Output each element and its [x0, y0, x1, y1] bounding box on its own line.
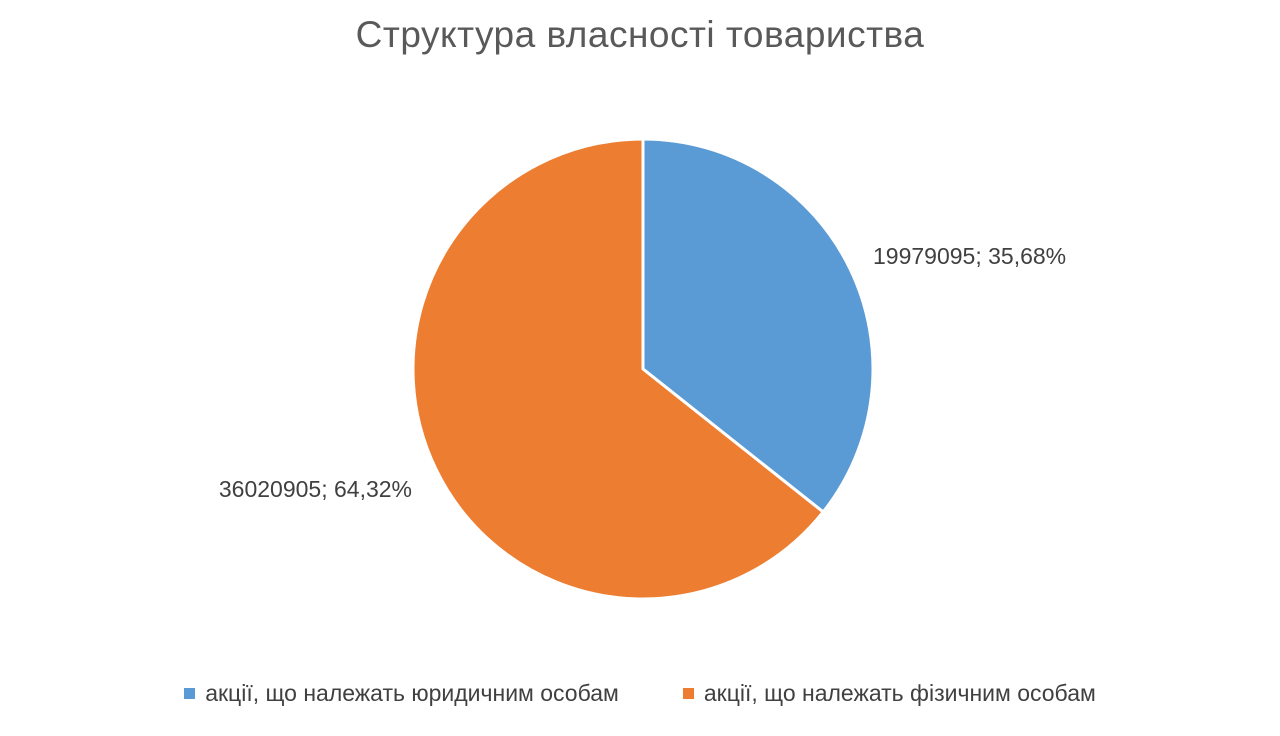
pie-slices [411, 137, 875, 601]
legend-swatch-individuals [682, 688, 694, 699]
legend-label-legal-entities: акції, що належать юридичним особам [205, 680, 619, 706]
legend-item-individuals: акції, що належать фізичним особам [682, 680, 1096, 707]
data-labels: 19979095; 35,68% 36020905; 64,32% [219, 243, 1066, 502]
legend-item-legal-entities: акції, що належать юридичним особам [184, 680, 619, 707]
chart-title: Структура власності товариства [355, 14, 925, 55]
legend-label-individuals: акції, що належать фізичним особам [703, 680, 1096, 706]
data-label-individuals: 36020905; 64,32% [219, 476, 412, 502]
legend: акції, що належать юридичним особам акці… [0, 680, 1280, 707]
legend-swatch-legal-entities [184, 688, 196, 699]
data-label-legal-entities: 19979095; 35,68% [873, 243, 1066, 269]
pie-slice-individuals [411, 137, 825, 601]
pie-slice-legal-entities [641, 137, 875, 514]
